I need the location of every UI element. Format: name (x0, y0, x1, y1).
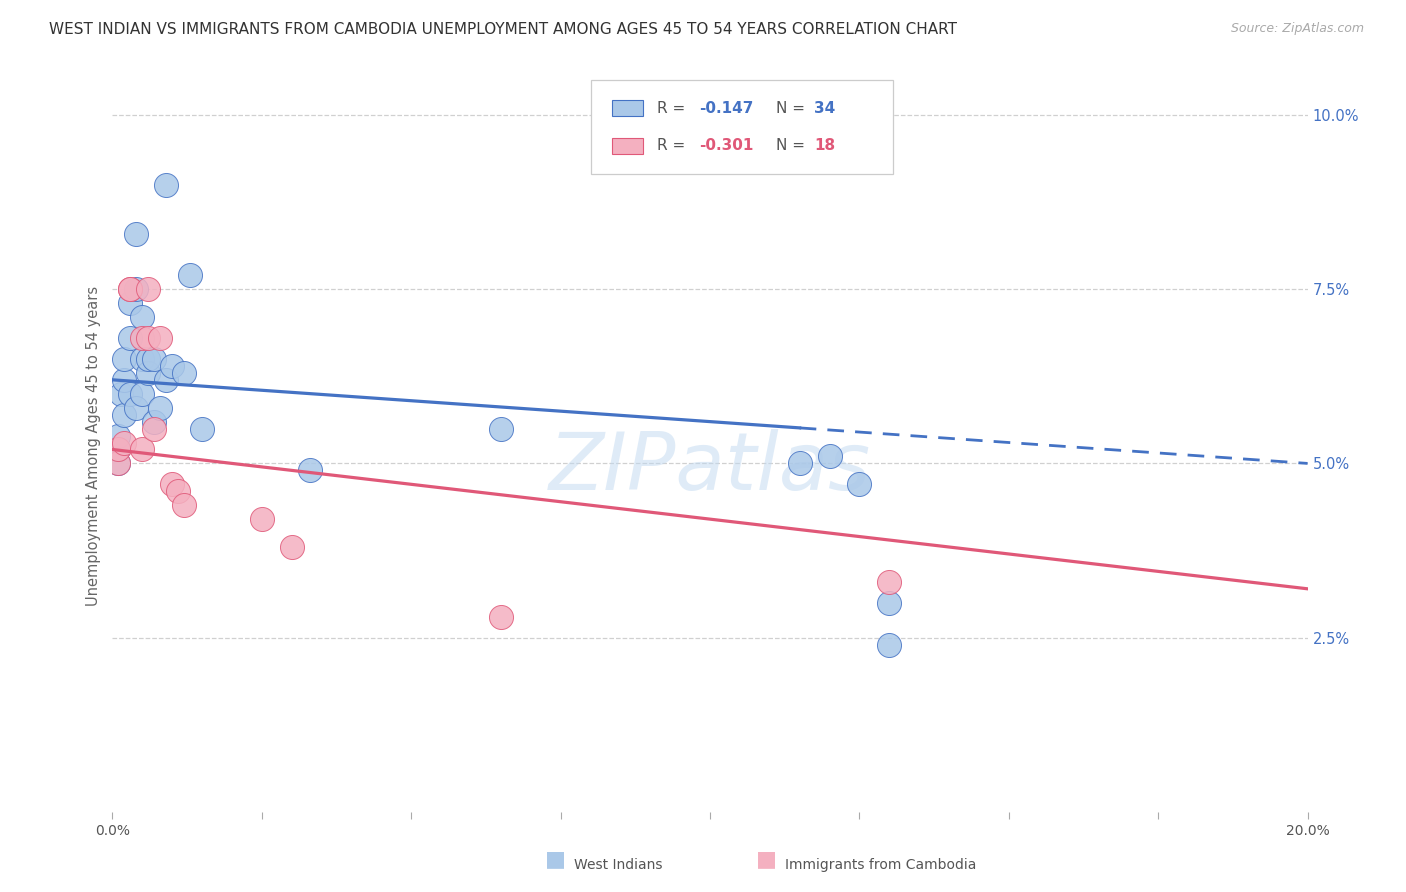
Point (120, 296, 142, 310)
Point (162, 359, 183, 373)
Point (162, 477, 183, 491)
Point (107, 457, 129, 471)
Point (120, 331, 142, 345)
Text: R =: R = (657, 101, 690, 116)
Point (179, 268, 201, 283)
Point (143, 351, 166, 366)
Point (138, 366, 160, 380)
Point (114, 373, 135, 387)
Text: 18: 18 (814, 138, 835, 153)
Point (138, 351, 160, 366)
Text: WEST INDIAN VS IMMIGRANTS FROM CAMBODIA UNEMPLOYMENT AMONG AGES 45 TO 54 YEARS C: WEST INDIAN VS IMMIGRANTS FROM CAMBODIA … (49, 22, 957, 37)
Point (149, 331, 172, 345)
Text: R =: R = (657, 138, 690, 153)
Point (131, 386, 153, 401)
Point (155, 178, 177, 192)
Point (107, 442, 129, 457)
Point (173, 498, 195, 512)
Point (489, 609, 512, 624)
Text: Source: ZipAtlas.com: Source: ZipAtlas.com (1230, 22, 1364, 36)
Point (120, 386, 142, 401)
Point (143, 421, 166, 435)
Point (120, 282, 142, 296)
Point (191, 421, 214, 435)
Point (155, 373, 177, 387)
Point (250, 512, 273, 526)
Text: -0.301: -0.301 (699, 138, 754, 153)
Point (167, 484, 190, 499)
Point (879, 638, 901, 652)
Point (489, 421, 512, 435)
Point (173, 366, 195, 380)
Text: ■: ■ (546, 849, 565, 869)
Text: -0.147: -0.147 (699, 101, 754, 116)
Point (131, 351, 153, 366)
Point (131, 442, 153, 457)
Point (138, 331, 160, 345)
Point (120, 282, 142, 296)
Point (879, 596, 901, 610)
Point (789, 457, 811, 471)
Text: West Indians: West Indians (574, 858, 662, 871)
Point (149, 401, 172, 415)
Point (125, 227, 148, 241)
Point (110, 386, 132, 401)
Text: ■: ■ (756, 849, 776, 869)
Text: 34: 34 (814, 101, 835, 116)
Point (107, 428, 129, 442)
Text: ZIPatlas: ZIPatlas (548, 429, 872, 507)
Point (879, 574, 901, 589)
Point (114, 408, 135, 422)
Point (125, 282, 148, 296)
Point (107, 457, 129, 471)
Point (107, 442, 129, 457)
Point (281, 540, 304, 554)
Point (138, 282, 160, 296)
Point (114, 351, 135, 366)
Point (125, 401, 148, 415)
Y-axis label: Unemployment Among Ages 45 to 54 years: Unemployment Among Ages 45 to 54 years (86, 286, 101, 606)
Point (298, 463, 321, 477)
Text: Immigrants from Cambodia: Immigrants from Cambodia (785, 858, 976, 871)
Point (114, 435, 135, 450)
Point (848, 477, 870, 491)
Point (131, 310, 153, 325)
Point (818, 450, 841, 464)
Point (143, 415, 166, 429)
Text: N =: N = (776, 101, 810, 116)
Point (131, 331, 153, 345)
Text: N =: N = (776, 138, 810, 153)
